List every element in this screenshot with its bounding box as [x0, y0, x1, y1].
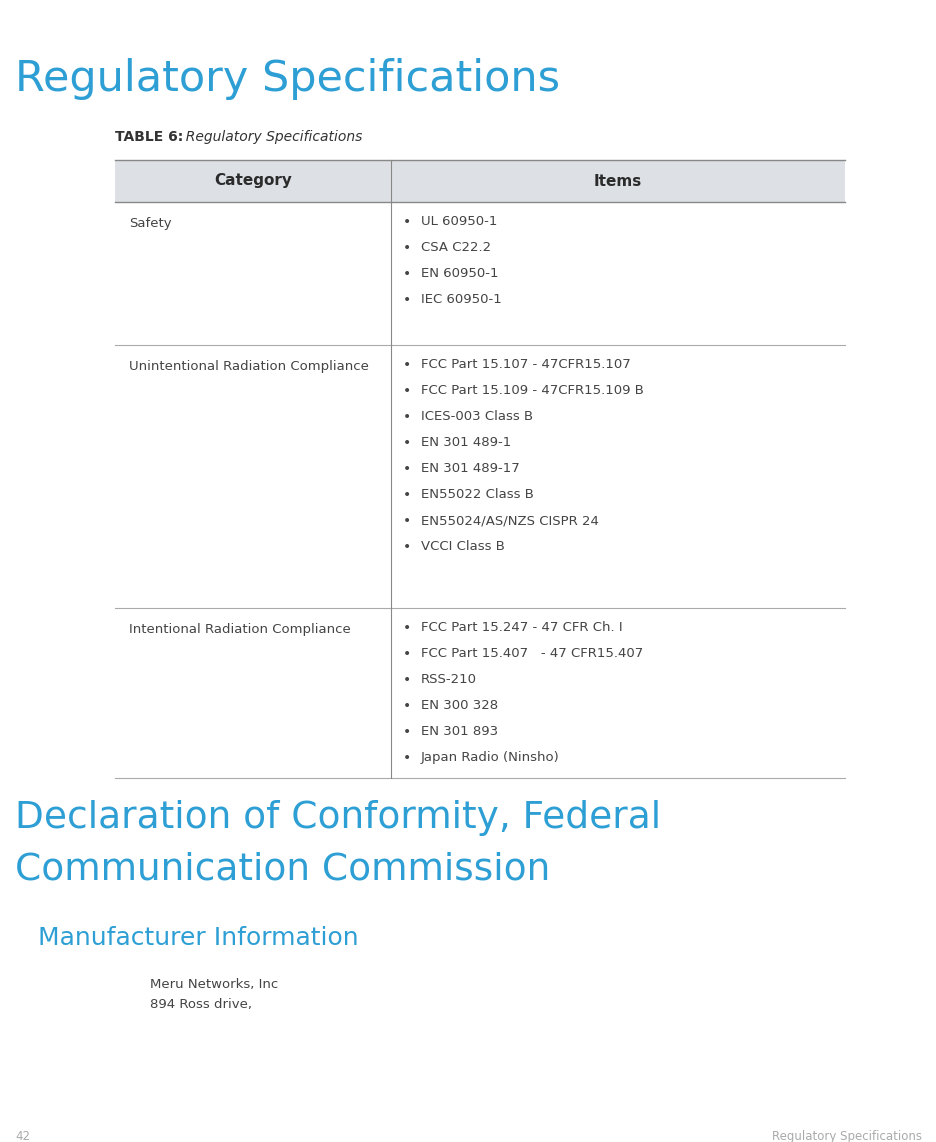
- Text: •: •: [402, 241, 411, 255]
- Text: •: •: [402, 488, 411, 502]
- Text: •: •: [402, 514, 411, 528]
- Text: •: •: [402, 267, 411, 281]
- Text: Japan Radio (Ninsho): Japan Radio (Ninsho): [420, 751, 559, 764]
- Bar: [115, 160, 844, 202]
- Text: •: •: [402, 215, 411, 230]
- Text: FCC Part 15.109 - 47CFR15.109 B: FCC Part 15.109 - 47CFR15.109 B: [420, 384, 643, 397]
- Text: EN 301 489-17: EN 301 489-17: [420, 463, 519, 475]
- Text: Regulatory Specifications: Regulatory Specifications: [15, 58, 560, 100]
- Text: Regulatory Specifications: Regulatory Specifications: [177, 130, 362, 144]
- Text: EN55024/AS/NZS CISPR 24: EN55024/AS/NZS CISPR 24: [420, 514, 598, 526]
- Text: EN 301 893: EN 301 893: [420, 725, 498, 738]
- Text: Safety: Safety: [129, 217, 171, 230]
- Text: •: •: [402, 357, 411, 372]
- Text: EN 300 328: EN 300 328: [420, 699, 498, 711]
- Text: •: •: [402, 410, 411, 424]
- Text: Declaration of Conformity, Federal: Declaration of Conformity, Federal: [15, 801, 661, 836]
- Text: Meru Networks, Inc: Meru Networks, Inc: [150, 978, 278, 991]
- Text: Regulatory Specifications: Regulatory Specifications: [771, 1129, 921, 1142]
- Text: EN 301 489-1: EN 301 489-1: [420, 436, 511, 449]
- Text: •: •: [402, 463, 411, 476]
- Text: FCC Part 15.407   - 47 CFR15.407: FCC Part 15.407 - 47 CFR15.407: [420, 648, 642, 660]
- Text: UL 60950-1: UL 60950-1: [420, 215, 497, 228]
- Text: •: •: [402, 725, 411, 739]
- Text: TABLE 6:: TABLE 6:: [115, 130, 183, 144]
- Text: •: •: [402, 621, 411, 635]
- Text: Manufacturer Information: Manufacturer Information: [38, 926, 358, 950]
- Text: Category: Category: [213, 174, 292, 188]
- Text: RSS-210: RSS-210: [420, 673, 476, 686]
- Text: •: •: [402, 384, 411, 399]
- Text: •: •: [402, 436, 411, 450]
- Text: •: •: [402, 699, 411, 713]
- Text: EN 60950-1: EN 60950-1: [420, 267, 498, 280]
- Text: Items: Items: [593, 174, 641, 188]
- Text: FCC Part 15.107 - 47CFR15.107: FCC Part 15.107 - 47CFR15.107: [420, 357, 630, 371]
- Text: Intentional Radiation Compliance: Intentional Radiation Compliance: [129, 624, 350, 636]
- Text: EN55022 Class B: EN55022 Class B: [420, 488, 534, 501]
- Text: •: •: [402, 648, 411, 661]
- Text: Unintentional Radiation Compliance: Unintentional Radiation Compliance: [129, 360, 369, 373]
- Text: •: •: [402, 751, 411, 765]
- Text: •: •: [402, 673, 411, 687]
- Text: ICES-003 Class B: ICES-003 Class B: [420, 410, 533, 423]
- Text: Communication Commission: Communication Commission: [15, 852, 549, 888]
- Text: IEC 60950-1: IEC 60950-1: [420, 293, 501, 306]
- Text: CSA C22.2: CSA C22.2: [420, 241, 490, 254]
- Text: 894 Ross drive,: 894 Ross drive,: [150, 998, 252, 1011]
- Text: VCCI Class B: VCCI Class B: [420, 540, 505, 553]
- Text: •: •: [402, 540, 411, 554]
- Text: •: •: [402, 293, 411, 307]
- Text: 42: 42: [15, 1129, 30, 1142]
- Text: FCC Part 15.247 - 47 CFR Ch. I: FCC Part 15.247 - 47 CFR Ch. I: [420, 621, 622, 634]
